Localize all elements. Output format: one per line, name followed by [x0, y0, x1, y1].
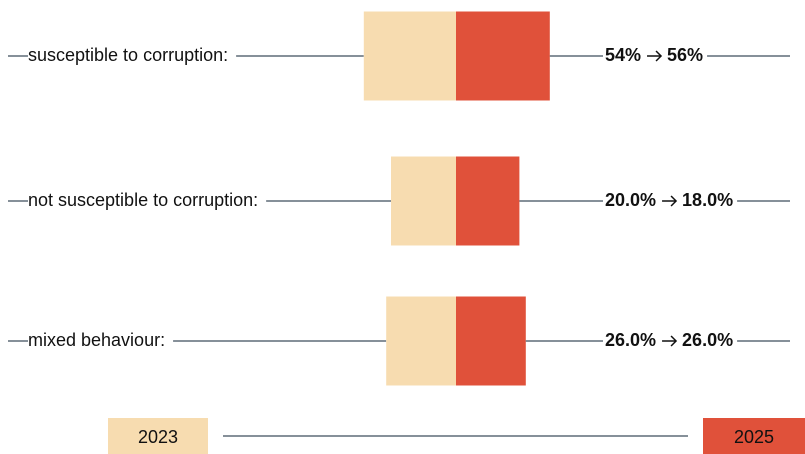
value-label: 54%	[605, 45, 641, 65]
legend-swatch	[108, 418, 208, 454]
category-label: mixed behaviour:	[28, 330, 165, 350]
category-label: not susceptible to corruption:	[28, 190, 258, 210]
box-2023	[363, 11, 456, 101]
box-2025	[456, 11, 550, 101]
legend-label: 2023	[138, 427, 178, 447]
value-label: 20.0%	[605, 190, 656, 210]
legend-swatch	[703, 418, 805, 454]
box-2025	[456, 156, 520, 246]
box-2025	[456, 296, 526, 386]
box-2023	[386, 296, 456, 386]
arrow-head	[670, 195, 678, 207]
category-label: susceptible to corruption:	[28, 45, 228, 65]
legend-label: 2025	[734, 427, 774, 447]
value-label: 56%	[667, 45, 703, 65]
value-label: 18.0%	[682, 190, 733, 210]
arrow-head	[670, 335, 678, 347]
value-label: 26.0%	[682, 330, 733, 350]
value-label: 26.0%	[605, 330, 656, 350]
box-2023	[391, 156, 456, 246]
arrow-head	[655, 50, 663, 62]
